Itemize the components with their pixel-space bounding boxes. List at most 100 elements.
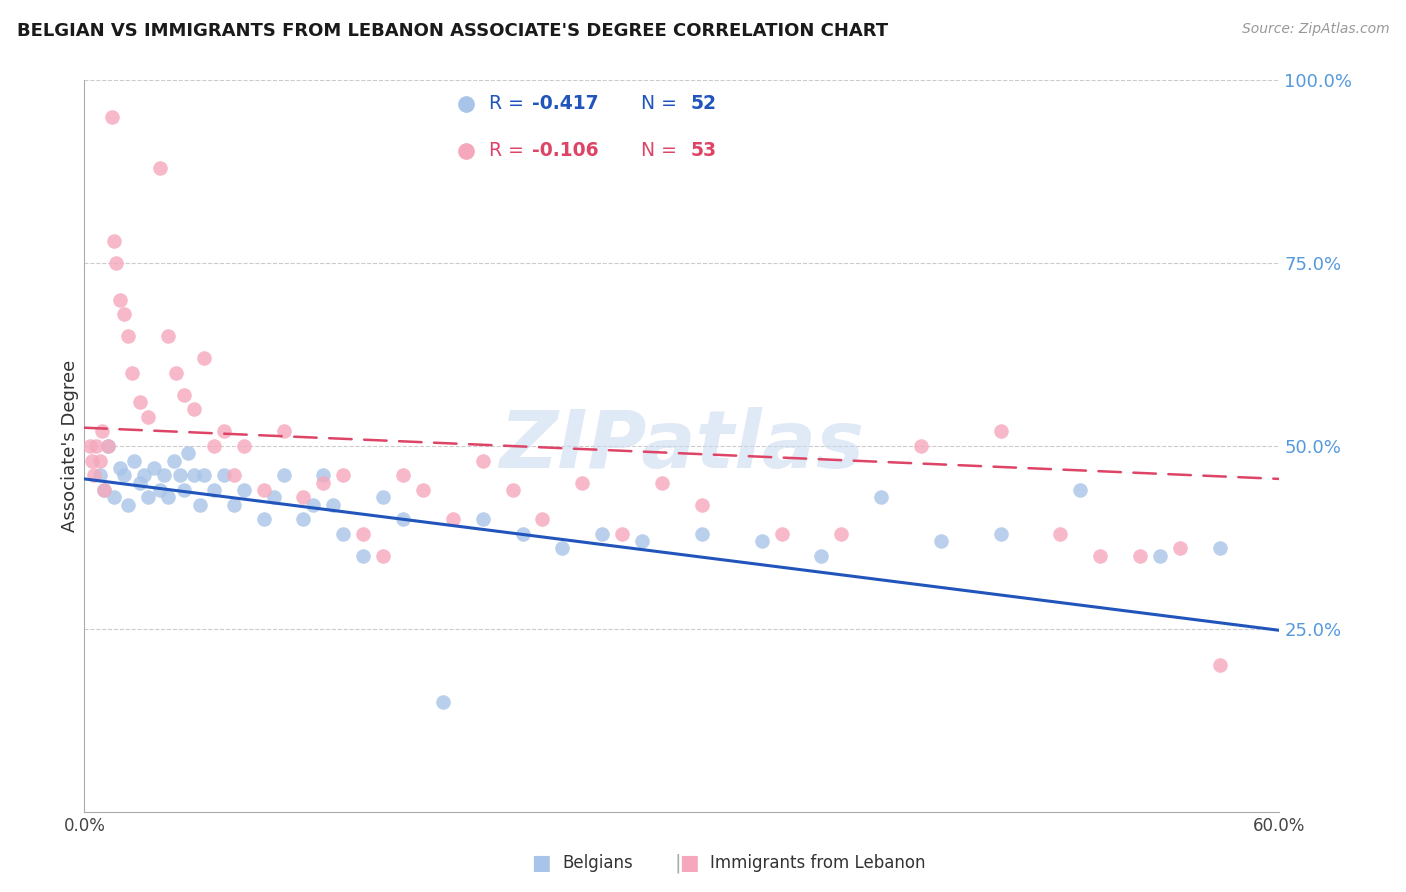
Text: 53: 53: [690, 141, 717, 161]
Point: [112, 307, 135, 321]
Point: [441, 512, 464, 526]
Point: [512, 526, 534, 541]
Point: [690, 498, 713, 512]
Point: [105, 256, 128, 270]
Point: [79, 439, 101, 453]
Point: [103, 490, 125, 504]
Point: [153, 468, 176, 483]
Point: [121, 366, 143, 380]
Point: [263, 490, 285, 504]
Text: 52: 52: [690, 94, 717, 113]
Point: [101, 110, 124, 124]
Point: [89, 453, 111, 467]
Point: [990, 526, 1012, 541]
Point: [392, 468, 415, 483]
Point: [222, 498, 245, 512]
Text: ■: ■: [531, 854, 551, 873]
Point: [332, 526, 354, 541]
Text: ZIPatlas: ZIPatlas: [499, 407, 865, 485]
Point: [412, 483, 434, 497]
Point: [93, 483, 115, 497]
Point: [302, 498, 325, 512]
Point: [117, 329, 139, 343]
Point: [273, 425, 295, 439]
Point: [173, 483, 195, 497]
Point: [122, 453, 145, 467]
Point: [651, 475, 673, 490]
Point: [232, 483, 254, 497]
Point: [1209, 658, 1232, 673]
Point: [990, 425, 1012, 439]
Point: [373, 549, 395, 563]
Point: [183, 468, 205, 483]
Point: [91, 425, 114, 439]
Y-axis label: Associate's Degree: Associate's Degree: [62, 359, 80, 533]
Point: [571, 475, 593, 490]
Point: [471, 512, 494, 526]
Point: [1069, 483, 1091, 497]
Point: [103, 234, 125, 248]
Point: [188, 498, 211, 512]
Point: [149, 483, 172, 497]
Point: [631, 534, 654, 549]
Point: [332, 468, 354, 483]
Point: [531, 512, 554, 526]
Point: [157, 329, 180, 343]
Point: [177, 446, 200, 460]
Point: [83, 468, 105, 483]
Point: [82, 453, 104, 467]
Point: [183, 402, 205, 417]
Point: [373, 490, 395, 504]
Point: [136, 490, 159, 504]
Point: [253, 512, 276, 526]
Point: [163, 453, 186, 467]
Point: [352, 526, 374, 541]
Point: [97, 439, 120, 453]
Point: [222, 468, 245, 483]
Point: [193, 351, 215, 366]
Text: N =: N =: [641, 141, 678, 161]
Point: [830, 526, 852, 541]
Point: [169, 468, 191, 483]
Text: N =: N =: [641, 94, 678, 113]
Point: [110, 461, 132, 475]
Text: Belgians: Belgians: [562, 855, 633, 872]
Point: [273, 468, 295, 483]
Point: [143, 461, 166, 475]
Text: R =: R =: [489, 141, 524, 161]
Point: [751, 534, 773, 549]
Point: [173, 388, 195, 402]
Point: [132, 468, 156, 483]
Point: [157, 490, 180, 504]
Text: BELGIAN VS IMMIGRANTS FROM LEBANON ASSOCIATE'S DEGREE CORRELATION CHART: BELGIAN VS IMMIGRANTS FROM LEBANON ASSOC…: [17, 22, 889, 40]
Point: [165, 366, 187, 380]
Point: [292, 490, 315, 504]
Point: [929, 534, 952, 549]
Point: [432, 695, 454, 709]
Point: [89, 468, 111, 483]
Point: [129, 475, 152, 490]
Text: -0.417: -0.417: [531, 94, 599, 113]
Point: [591, 526, 613, 541]
Point: [97, 439, 120, 453]
Point: [292, 512, 315, 526]
Point: [149, 161, 172, 175]
Point: [870, 490, 893, 504]
Point: [1090, 549, 1112, 563]
Point: [1129, 549, 1152, 563]
Point: [86, 439, 108, 453]
Point: [110, 293, 132, 307]
Point: [502, 483, 524, 497]
Point: [212, 468, 235, 483]
Point: [392, 512, 415, 526]
Point: [352, 549, 374, 563]
Point: [551, 541, 574, 556]
Text: -0.106: -0.106: [531, 141, 599, 161]
Point: [93, 483, 115, 497]
Point: [471, 453, 494, 467]
Point: [312, 475, 335, 490]
Point: [117, 498, 139, 512]
Point: [910, 439, 932, 453]
Text: R =: R =: [489, 94, 524, 113]
Text: |: |: [675, 854, 681, 873]
